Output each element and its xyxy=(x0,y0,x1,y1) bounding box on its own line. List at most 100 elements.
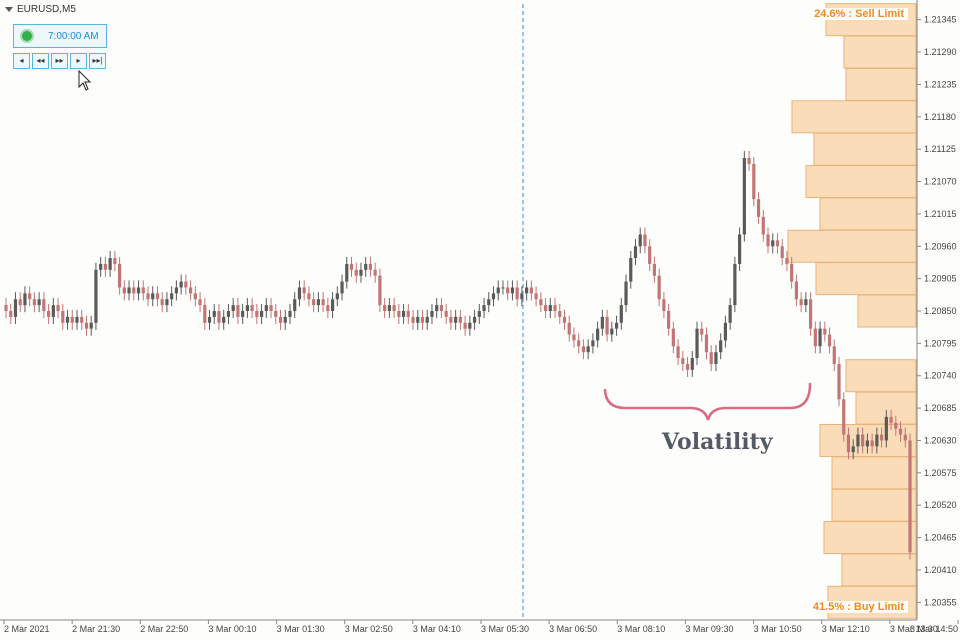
candle xyxy=(771,233,775,254)
candle xyxy=(340,274,344,301)
time-tick-label: 2 Mar 2021 xyxy=(4,624,50,634)
time-tick-label: 3 Mar 10:50 xyxy=(754,624,802,634)
candle xyxy=(364,256,368,277)
candle xyxy=(837,356,841,407)
price-tick-label: 1.20630 xyxy=(924,435,957,445)
candle xyxy=(61,303,65,330)
price-tick-label: 1.20410 xyxy=(924,565,957,575)
volume-profile-bar xyxy=(819,197,917,231)
candle xyxy=(785,250,789,271)
price-tick-label: 1.20355 xyxy=(924,597,957,607)
price-tick-label: 1.21125 xyxy=(924,144,956,154)
candle xyxy=(733,256,737,313)
candle xyxy=(203,298,207,330)
candle xyxy=(619,298,623,330)
time-display[interactable]: 7:00:00 AM xyxy=(13,24,107,48)
candle xyxy=(752,156,756,207)
candle xyxy=(506,280,510,301)
candle xyxy=(548,298,552,319)
candle xyxy=(813,321,817,354)
candle xyxy=(889,409,893,430)
candle xyxy=(572,327,576,348)
candle xyxy=(804,292,808,313)
candle xyxy=(103,256,107,277)
time-tick-label: 3 Mar 02:50 xyxy=(345,624,393,634)
volume-profile-bar xyxy=(857,294,917,328)
candle xyxy=(638,227,642,254)
candle xyxy=(823,321,827,342)
candles xyxy=(4,150,912,560)
candle xyxy=(543,298,548,319)
candle xyxy=(657,268,661,307)
candle xyxy=(184,274,188,295)
candle xyxy=(113,250,117,271)
candle xyxy=(477,303,481,324)
candle xyxy=(297,280,302,307)
time-axis: 2 Mar 2021 2 Mar 21:30 2 Mar 22:50 3 Mar 00… xyxy=(3,620,959,634)
candle xyxy=(378,268,382,313)
candle xyxy=(108,250,112,277)
candle xyxy=(652,256,657,283)
volume-profile-bar xyxy=(843,35,917,69)
price-tick-label: 1.20795 xyxy=(924,338,957,348)
candle xyxy=(401,303,406,324)
candle xyxy=(700,321,704,342)
volume-profile-bar xyxy=(845,359,917,393)
candle xyxy=(345,256,349,289)
candle xyxy=(690,351,694,377)
time-tick-label: 3 Mar 06:50 xyxy=(549,624,597,634)
candle xyxy=(326,298,330,319)
candle xyxy=(846,427,851,460)
candle xyxy=(141,280,145,301)
candle xyxy=(170,286,174,307)
candle xyxy=(865,433,870,454)
fast-forward-button[interactable]: ▸▸ xyxy=(51,53,68,69)
candle xyxy=(207,309,212,330)
candle xyxy=(482,298,486,319)
price-tick-label: 1.20905 xyxy=(924,274,957,284)
candle xyxy=(643,227,647,254)
sell-limit-label: 24.6% : Sell Limit xyxy=(810,8,908,20)
candle xyxy=(614,315,619,336)
dropdown-triangle-icon[interactable] xyxy=(5,7,13,12)
time-tick-label: 3 Mar 13:30 xyxy=(890,624,938,634)
volume-profile-bar xyxy=(841,553,917,587)
candle xyxy=(212,303,216,324)
candle xyxy=(411,309,415,330)
candle xyxy=(832,339,836,372)
candle xyxy=(278,309,283,330)
candle xyxy=(56,298,60,319)
candle xyxy=(562,309,567,330)
candle xyxy=(28,286,32,307)
candle xyxy=(463,315,467,336)
candle xyxy=(383,298,387,319)
step-back-button[interactable]: ◂ xyxy=(13,53,30,69)
rewind-button[interactable]: ◂◂ xyxy=(32,53,49,69)
candle xyxy=(903,427,907,448)
candle xyxy=(577,333,581,354)
candle xyxy=(51,298,55,324)
candle xyxy=(671,321,675,354)
time-tick-label: 2 Mar 22:50 xyxy=(140,624,188,634)
candle xyxy=(444,303,448,324)
candle xyxy=(117,256,122,295)
candle xyxy=(496,280,500,301)
candle xyxy=(468,315,472,336)
clock-time: 7:00:00 AM xyxy=(48,30,99,42)
candle xyxy=(567,315,571,342)
price-tick-label: 1.21235 xyxy=(924,79,957,89)
candle xyxy=(420,309,425,330)
volume-profile-bar xyxy=(815,262,917,296)
candle xyxy=(307,286,311,307)
price-tick-label: 1.20740 xyxy=(924,371,957,381)
candle xyxy=(539,292,543,313)
candle xyxy=(23,286,27,313)
candle xyxy=(586,339,590,360)
volatility-label: Volatility xyxy=(662,429,773,455)
step-forward-button[interactable]: ▸ xyxy=(70,53,87,69)
mouse-cursor-icon xyxy=(78,70,92,91)
skip-to-end-button[interactable]: ▸▸| xyxy=(89,53,106,69)
price-tick-label: 1.21180 xyxy=(924,112,956,122)
